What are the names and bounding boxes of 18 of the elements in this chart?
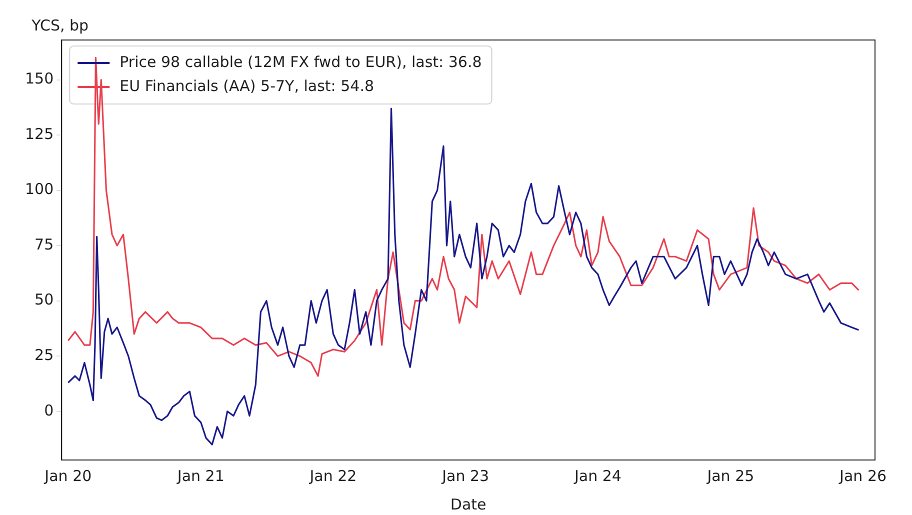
x-axis-title: Date (450, 495, 486, 514)
y-tick-label: 75 (34, 235, 54, 254)
y-tick-label: 25 (34, 346, 54, 364)
x-tick-label: Jan 22 (308, 466, 357, 485)
y-axis-title: YCS, bp (30, 16, 89, 34)
y-tick-label: 150 (24, 70, 54, 88)
x-tick-label: Jan 26 (838, 466, 887, 485)
x-tick-label: Jan 24 (573, 466, 622, 485)
x-tick-label: Jan 25 (706, 466, 754, 485)
y-tick-label: 100 (24, 180, 54, 198)
y-tick-label: 125 (24, 124, 54, 143)
x-tick-label: Jan 21 (176, 466, 224, 485)
y-tick-label: 50 (34, 290, 54, 309)
y-tick-label: 0 (44, 401, 54, 420)
legend-label: EU Financials (AA) 5-7Y, last: 54.8 (120, 76, 374, 95)
legend-label: Price 98 callable (12M FX fwd to EUR), last: 36.8 (120, 52, 482, 71)
x-tick-label: Jan 23 (441, 466, 490, 485)
x-tick-label: Jan 20 (44, 466, 92, 485)
